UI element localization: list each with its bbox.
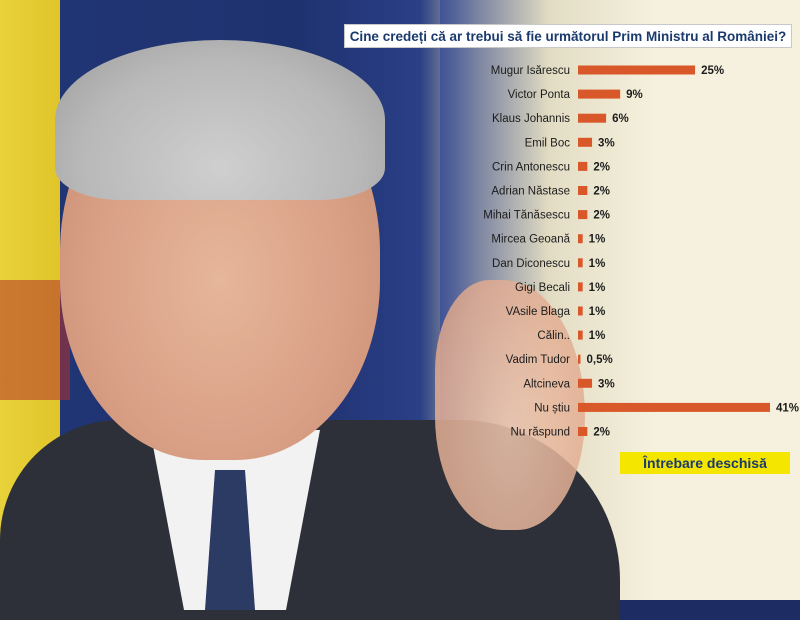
category-label: Klaus Johannis: [492, 113, 570, 125]
bar: [578, 137, 593, 147]
value-label: 1%: [589, 258, 606, 270]
category-label: VAsile Blaga: [506, 306, 571, 318]
value-label: 9%: [626, 89, 643, 101]
value-label: 1%: [589, 282, 606, 294]
value-label: 2%: [593, 161, 610, 173]
category-label: Crin Antonescu: [492, 161, 570, 173]
bar: [578, 113, 607, 123]
category-label: Mugur Isărescu: [491, 65, 570, 77]
category-label: Călin..: [537, 330, 570, 342]
value-label: 3%: [598, 378, 615, 390]
poll-bar-chart: Mugur Isărescu 25% Victor Ponta 9% Klaus Joh…: [483, 65, 799, 439]
category-label: Dan Diconescu: [492, 258, 570, 270]
category-label: Mihai Tănăsescu: [483, 210, 570, 222]
bar: [578, 65, 696, 75]
person-hair: [55, 40, 385, 200]
bar: [578, 282, 583, 292]
value-label: 1%: [589, 306, 606, 318]
category-label: Emil Boc: [525, 137, 571, 149]
bar: [578, 89, 621, 99]
bar: [578, 306, 583, 316]
value-label: 1%: [589, 234, 606, 246]
bar: [578, 210, 588, 220]
value-label: 6%: [612, 113, 629, 125]
value-label: 2%: [593, 427, 610, 439]
note-badge: Întrebare deschisă: [620, 452, 790, 474]
value-label: 2%: [593, 210, 610, 222]
value-label: 1%: [589, 330, 606, 342]
value-label: 3%: [598, 137, 615, 149]
value-label: 0,5%: [587, 354, 613, 366]
category-label: Vadim Tudor: [506, 354, 571, 366]
category-label: Adrian Năstase: [491, 186, 570, 198]
bar: [578, 161, 588, 171]
category-label: Gigi Becali: [515, 282, 570, 294]
note-text: Întrebare deschisă: [643, 455, 767, 471]
value-label: 41%: [776, 402, 799, 414]
bar: [578, 427, 588, 436]
category-label: Altcineva: [523, 378, 570, 390]
category-label: Nu știu: [534, 402, 570, 414]
category-label: Mircea Geoană: [491, 234, 570, 246]
category-label: Victor Ponta: [508, 89, 571, 101]
person-hand: [435, 280, 585, 530]
bar: [578, 186, 588, 195]
bar: [578, 234, 583, 244]
bar: [578, 402, 770, 412]
chart-title-box: Cine credeți că ar trebui să fie următor…: [344, 24, 792, 48]
bar: [578, 330, 583, 340]
chart-title: Cine credeți că ar trebui să fie următor…: [349, 28, 787, 44]
bar: [578, 258, 583, 268]
category-label: Nu răspund: [511, 427, 570, 439]
bar: [578, 354, 581, 364]
bar: [578, 378, 593, 388]
value-label: 25%: [701, 65, 724, 77]
flag-stripe: [0, 280, 70, 400]
value-label: 2%: [593, 186, 610, 198]
